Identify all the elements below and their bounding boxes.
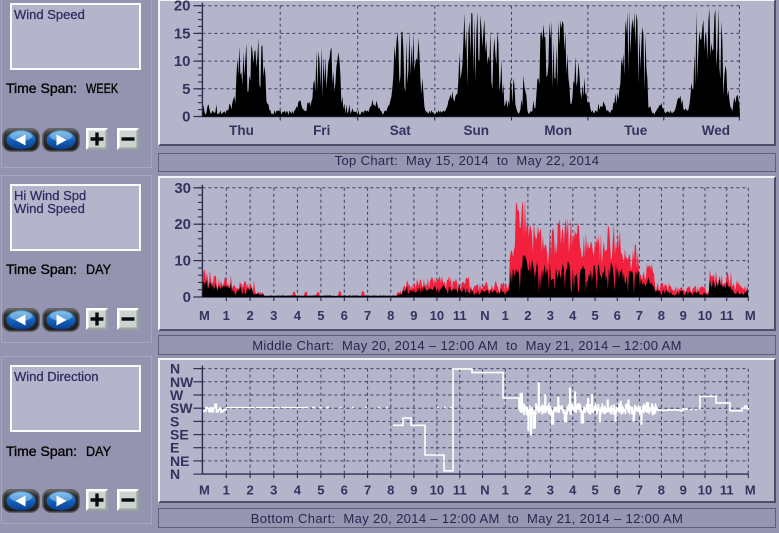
svg-text:SW: SW bbox=[170, 400, 193, 416]
svg-text:5: 5 bbox=[591, 308, 598, 323]
svg-text:11: 11 bbox=[720, 483, 734, 498]
svg-text:NE: NE bbox=[170, 453, 189, 469]
svg-text:N: N bbox=[480, 308, 489, 323]
svg-text:8: 8 bbox=[387, 308, 394, 323]
svg-text:Sun: Sun bbox=[464, 123, 490, 138]
svg-text:8: 8 bbox=[658, 483, 665, 498]
svg-text:1: 1 bbox=[223, 308, 230, 323]
svg-text:7: 7 bbox=[364, 308, 371, 323]
svg-text:2: 2 bbox=[524, 308, 531, 323]
svg-text:3: 3 bbox=[270, 483, 277, 498]
svg-text:1: 1 bbox=[223, 483, 230, 498]
svg-text:10: 10 bbox=[430, 308, 444, 323]
svg-text:4: 4 bbox=[569, 308, 577, 323]
svg-text:2: 2 bbox=[246, 308, 253, 323]
svg-text:20: 20 bbox=[174, 216, 191, 233]
svg-text:S: S bbox=[170, 413, 179, 429]
svg-text:7: 7 bbox=[636, 483, 643, 498]
svg-text:10: 10 bbox=[430, 483, 444, 498]
svg-text:6: 6 bbox=[614, 483, 621, 498]
svg-text:M: M bbox=[199, 483, 210, 498]
svg-text:E: E bbox=[170, 440, 179, 456]
svg-text:Fri: Fri bbox=[313, 123, 330, 138]
svg-text:Tue: Tue bbox=[624, 123, 647, 138]
svg-text:6: 6 bbox=[341, 483, 348, 498]
svg-text:W: W bbox=[170, 387, 184, 403]
svg-text:Mon: Mon bbox=[544, 123, 572, 138]
svg-text:4: 4 bbox=[294, 483, 302, 498]
svg-text:M: M bbox=[745, 308, 756, 323]
svg-text:6: 6 bbox=[614, 308, 621, 323]
svg-text:M: M bbox=[745, 483, 756, 498]
svg-text:15: 15 bbox=[174, 25, 191, 42]
svg-text:10: 10 bbox=[698, 308, 712, 323]
svg-text:20: 20 bbox=[174, 0, 191, 15]
svg-text:3: 3 bbox=[547, 308, 554, 323]
svg-text:10: 10 bbox=[174, 253, 191, 270]
svg-text:4: 4 bbox=[569, 483, 577, 498]
svg-text:11: 11 bbox=[453, 483, 467, 498]
svg-text:7: 7 bbox=[364, 483, 371, 498]
svg-text:3: 3 bbox=[547, 483, 554, 498]
svg-text:N: N bbox=[170, 361, 180, 377]
svg-text:0: 0 bbox=[182, 109, 190, 126]
svg-text:0: 0 bbox=[183, 289, 191, 306]
svg-text:10: 10 bbox=[698, 483, 712, 498]
svg-text:7: 7 bbox=[636, 308, 643, 323]
svg-text:1: 1 bbox=[502, 483, 509, 498]
svg-text:9: 9 bbox=[410, 483, 417, 498]
svg-text:N: N bbox=[170, 466, 180, 482]
svg-text:Sat: Sat bbox=[390, 123, 412, 138]
svg-text:M: M bbox=[199, 308, 210, 323]
svg-text:10: 10 bbox=[174, 53, 191, 70]
svg-text:11: 11 bbox=[453, 308, 467, 323]
svg-text:Wed: Wed bbox=[702, 123, 730, 138]
svg-text:3: 3 bbox=[270, 308, 277, 323]
svg-text:5: 5 bbox=[317, 308, 324, 323]
svg-text:6: 6 bbox=[341, 308, 348, 323]
svg-text:SE: SE bbox=[170, 427, 189, 443]
svg-text:5: 5 bbox=[317, 483, 324, 498]
svg-text:30: 30 bbox=[174, 180, 191, 197]
svg-text:5: 5 bbox=[182, 81, 190, 98]
svg-text:4: 4 bbox=[294, 308, 302, 323]
svg-text:1: 1 bbox=[502, 308, 509, 323]
svg-text:5: 5 bbox=[591, 483, 598, 498]
svg-text:2: 2 bbox=[246, 483, 253, 498]
svg-text:2: 2 bbox=[524, 483, 531, 498]
svg-text:N: N bbox=[480, 483, 489, 498]
svg-text:Thu: Thu bbox=[229, 123, 254, 138]
svg-text:8: 8 bbox=[387, 483, 394, 498]
svg-text:11: 11 bbox=[720, 308, 734, 323]
svg-text:9: 9 bbox=[680, 308, 687, 323]
svg-text:9: 9 bbox=[410, 308, 417, 323]
svg-text:NW: NW bbox=[170, 374, 194, 390]
svg-text:8: 8 bbox=[658, 308, 665, 323]
svg-text:9: 9 bbox=[680, 483, 687, 498]
